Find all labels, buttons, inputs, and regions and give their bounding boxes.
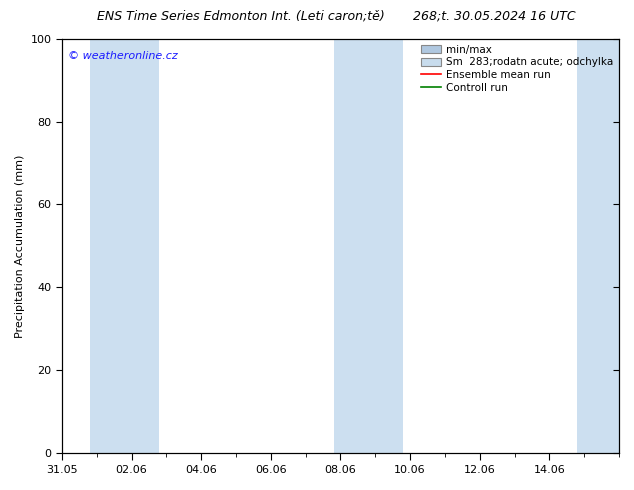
Text: ENS Time Series Edmonton Int. (Leti caron;tě): ENS Time Series Edmonton Int. (Leti caro… <box>97 10 385 23</box>
Bar <box>333 39 358 453</box>
Text: © weatheronline.cz: © weatheronline.cz <box>68 51 178 61</box>
Bar <box>90 39 114 453</box>
Bar <box>577 39 634 453</box>
Bar <box>358 39 403 453</box>
Bar <box>114 39 160 453</box>
Legend: min/max, Sm  283;rodatn acute; odchylka, Ensemble mean run, Controll run: min/max, Sm 283;rodatn acute; odchylka, … <box>417 42 616 96</box>
Y-axis label: Precipitation Accumulation (mm): Precipitation Accumulation (mm) <box>15 154 25 338</box>
Text: 268;t. 30.05.2024 16 UTC: 268;t. 30.05.2024 16 UTC <box>413 10 576 23</box>
